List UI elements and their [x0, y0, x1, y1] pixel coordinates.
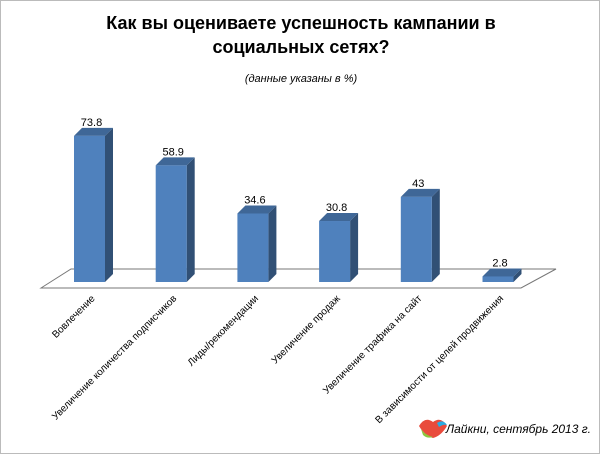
chart-subtitle: (данные указаны в %): [244, 73, 358, 85]
chart-title: Как вы оцениваете успешность кампании в …: [106, 13, 496, 57]
bar-side: [268, 205, 277, 282]
data-label: 34.6: [244, 194, 265, 206]
x-tick-label: В зависимости от целей продвижения: [373, 293, 506, 426]
floor: [39, 268, 557, 289]
bar: [74, 135, 105, 282]
bar: [400, 196, 432, 282]
bar: [155, 165, 187, 282]
bar-top: [400, 188, 440, 197]
bar-side: [186, 157, 195, 282]
data-label: 73.8: [81, 117, 102, 129]
bar: [319, 221, 351, 282]
bar-side: [105, 127, 113, 282]
bar-top: [74, 127, 113, 136]
data-label: 2.8: [492, 257, 507, 269]
bar-side: [513, 268, 522, 282]
bar: [237, 213, 269, 282]
data-label: 58.9: [162, 146, 183, 158]
x-tick-label: Увеличение трафика на сайт: [321, 292, 425, 396]
bar-side: [431, 188, 440, 282]
x-tick-label: Увеличение продаж: [270, 293, 343, 366]
bar-top: [319, 213, 359, 222]
data-label: 43: [412, 178, 424, 190]
logo: [419, 419, 447, 438]
bar-top: [482, 268, 522, 277]
bar-top: [237, 205, 277, 214]
data-label: 30.8: [326, 202, 347, 214]
bar: [482, 276, 514, 282]
x-tick-label: Вовлечение: [50, 293, 98, 341]
x-tick-label: Лиды/рекомендации: [186, 293, 261, 368]
bar-top: [155, 157, 195, 166]
bar-side: [350, 213, 359, 282]
footer: Лайкни, сентябрь 2013 г.: [445, 422, 591, 436]
